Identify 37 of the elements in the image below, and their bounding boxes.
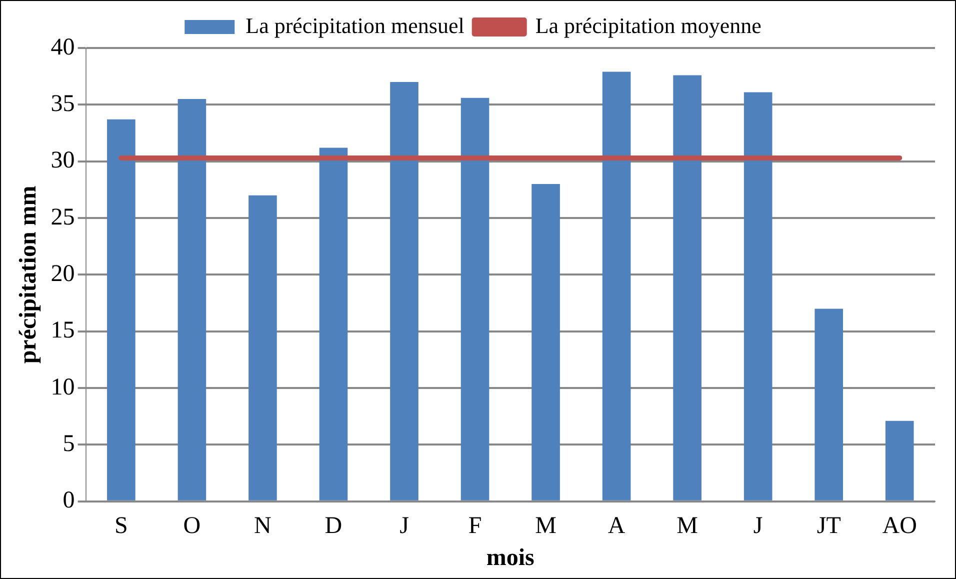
y-tick-label: 35 <box>50 90 75 117</box>
bar <box>178 99 206 500</box>
bar <box>390 82 418 500</box>
bar <box>319 148 348 500</box>
y-tick-label: 5 <box>62 431 75 458</box>
y-tick-label: 25 <box>50 204 75 230</box>
x-tick-label: O <box>183 513 201 540</box>
bar <box>248 195 277 500</box>
x-tick-label: N <box>254 513 272 540</box>
x-tick-label: S <box>114 513 128 540</box>
y-tick-label: 10 <box>50 374 75 400</box>
bar <box>885 420 914 500</box>
x-tick-label: J <box>400 513 409 540</box>
x-tick-label: JT <box>816 513 842 540</box>
x-tick-label: A <box>608 513 626 540</box>
bar <box>107 119 136 500</box>
y-tick-label: 20 <box>50 260 75 287</box>
y-tick-label: 40 <box>50 34 75 60</box>
legend-label: La précipitation mensuel <box>246 12 464 38</box>
bar <box>814 308 844 500</box>
x-tick-label: AO <box>882 513 917 540</box>
bar <box>532 184 560 500</box>
bar <box>602 72 631 500</box>
y-axis-title: précipitation mm <box>16 186 42 364</box>
x-tick-label: M <box>535 513 556 540</box>
x-tick-label: F <box>468 513 482 540</box>
x-tick-label: D <box>324 513 342 540</box>
legend-label: La précipitation moyenne <box>535 12 762 38</box>
y-tick-label: 30 <box>50 148 75 174</box>
y-tick-label: 0 <box>62 488 75 514</box>
bar <box>673 75 702 500</box>
x-tick-label: M <box>676 513 698 540</box>
x-tick-label: J <box>753 513 763 540</box>
y-tick-label: 15 <box>50 318 75 344</box>
bar <box>744 92 772 500</box>
x-axis-title: mois <box>486 544 534 571</box>
bar <box>460 98 490 500</box>
